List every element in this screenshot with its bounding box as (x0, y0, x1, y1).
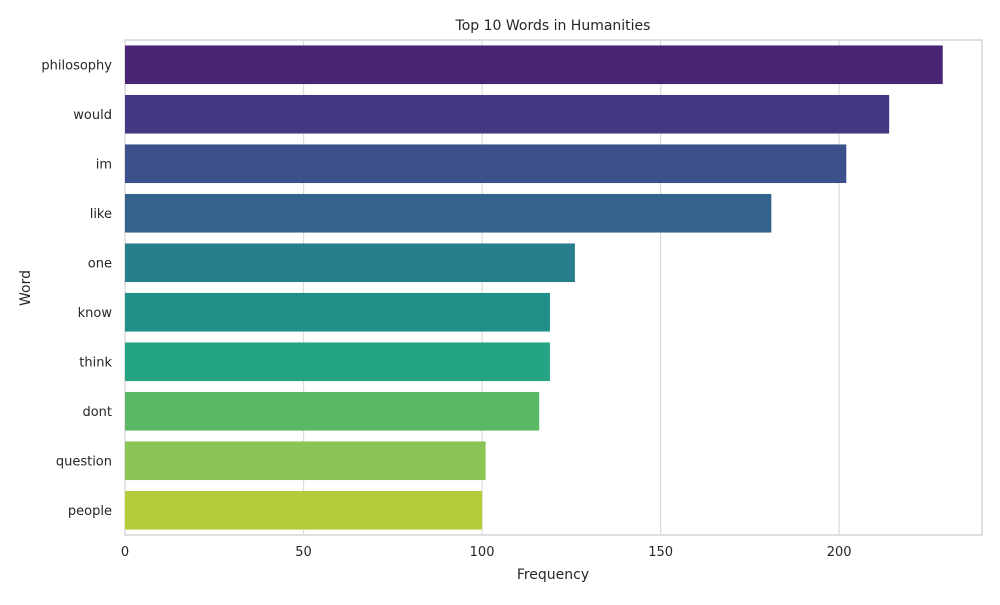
y-axis-label: Word (18, 270, 34, 306)
bar-like (125, 193, 772, 233)
y-tick-label: im (96, 157, 112, 172)
x-axis-label: Frequency (517, 567, 589, 583)
y-tick-label: question (56, 454, 112, 469)
bar-think (125, 342, 550, 382)
x-tick-label: 0 (121, 545, 129, 560)
chart-title: Top 10 Words in Humanities (455, 18, 651, 34)
x-tick-label: 50 (295, 545, 312, 560)
y-tick-label: would (73, 108, 112, 123)
bar-know (125, 292, 550, 332)
x-tick-label: 150 (648, 545, 673, 560)
y-tick-label: one (88, 256, 112, 271)
bar-dont (125, 391, 540, 431)
bar-philosophy (125, 45, 943, 85)
bars (125, 45, 943, 530)
y-tick-label: like (90, 207, 112, 222)
bar-people (125, 490, 483, 530)
y-tick-label: think (79, 355, 112, 370)
x-tick-label: 200 (827, 545, 852, 560)
y-tick-label: people (68, 504, 112, 519)
y-tick-label: know (78, 306, 113, 321)
y-tick-label: philosophy (41, 58, 112, 73)
bar-im (125, 144, 847, 184)
bar-would (125, 94, 890, 134)
bar-one (125, 243, 575, 283)
y-tick-label: dont (82, 405, 112, 420)
y-tick-labels: philosophy would im like one know think dont que… (41, 58, 112, 519)
x-tick-label: 100 (470, 545, 495, 560)
x-tick-labels: 0 50 100 150 200 (121, 545, 852, 560)
bar-question (125, 441, 486, 481)
